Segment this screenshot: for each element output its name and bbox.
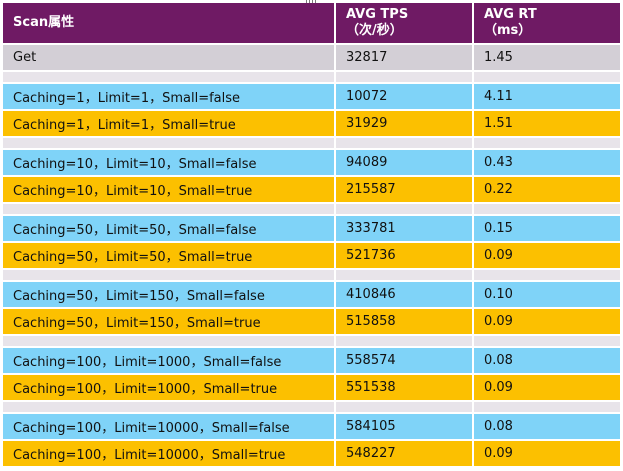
scan-attribute-cell: Caching=100，Limit=1000，Small=false xyxy=(3,348,336,375)
avg-rt-cell: 1.51 xyxy=(474,111,620,138)
avg-tps-cell: 94089 xyxy=(336,150,474,177)
group-separator xyxy=(3,138,620,150)
table-row: Caching=50，Limit=150，Small=true 515858 0.0… xyxy=(3,309,620,336)
separator-cell xyxy=(3,402,336,414)
scan-attribute-cell: Caching=100，Limit=1000，Small=true xyxy=(3,375,336,402)
avg-tps-cell: 584105 xyxy=(336,414,474,441)
avg-rt-cell: 0.43 xyxy=(474,150,620,177)
avg-tps-cell: 31929 xyxy=(336,111,474,138)
header-avg-tps-unit: （次/秒） xyxy=(346,23,403,38)
scan-attribute-cell: Get xyxy=(3,45,336,72)
scan-attribute-cell: Caching=50，Limit=50，Small=true xyxy=(3,243,336,270)
table-header-row: Scan属性 AVG TPS （次/秒） AVG RT （ms） xyxy=(3,3,620,45)
table-row: Caching=1，Limit=1，Small=true 31929 1.51 xyxy=(3,111,620,138)
avg-rt-cell: 0.08 xyxy=(474,348,620,375)
resize-handle[interactable] xyxy=(306,0,318,3)
separator-cell xyxy=(474,138,620,150)
table-row: Caching=50，Limit=50，Small=false 333781 0.1… xyxy=(3,216,620,243)
table-row: Caching=50，Limit=150，Small=false 410846 0.… xyxy=(3,282,620,309)
separator-cell xyxy=(474,402,620,414)
avg-rt-cell: 0.09 xyxy=(474,309,620,336)
header-avg-rt-unit: （ms） xyxy=(484,23,532,38)
separator-cell xyxy=(474,336,620,348)
table-row: Caching=10，Limit=10，Small=false 94089 0.43 xyxy=(3,150,620,177)
separator-cell xyxy=(3,138,336,150)
separator-cell xyxy=(336,402,474,414)
separator-cell xyxy=(3,204,336,216)
scan-attribute-cell: Caching=1，Limit=1，Small=true xyxy=(3,111,336,138)
scan-attribute-cell: Caching=10，Limit=10，Small=true xyxy=(3,177,336,204)
avg-rt-cell: 0.22 xyxy=(474,177,620,204)
avg-rt-cell: 0.09 xyxy=(474,243,620,270)
table-row: Caching=100，Limit=1000，Small=false 558574… xyxy=(3,348,620,375)
avg-tps-cell: 10072 xyxy=(336,84,474,111)
scan-attribute-cell: Caching=1，Limit=1，Small=false xyxy=(3,84,336,111)
table-body: Get 32817 1.45 Caching=1，Limit=1，Small=fals… xyxy=(3,45,620,468)
scan-attribute-cell: Caching=50，Limit=150，Small=true xyxy=(3,309,336,336)
scan-attribute-cell: Caching=100，Limit=10000，Small=true xyxy=(3,441,336,468)
avg-rt-cell: 0.08 xyxy=(474,414,620,441)
separator-cell xyxy=(474,72,620,84)
avg-tps-cell: 32817 xyxy=(336,45,474,72)
table-row: Get 32817 1.45 xyxy=(3,45,620,72)
group-separator xyxy=(3,270,620,282)
group-separator xyxy=(3,72,620,84)
separator-cell xyxy=(336,336,474,348)
avg-rt-cell: 0.10 xyxy=(474,282,620,309)
avg-tps-cell: 551538 xyxy=(336,375,474,402)
table-row: Caching=50，Limit=50，Small=true 521736 0.09 xyxy=(3,243,620,270)
table-row: Caching=100，Limit=10000，Small=false 58410… xyxy=(3,414,620,441)
avg-rt-cell: 0.09 xyxy=(474,441,620,468)
avg-tps-cell: 410846 xyxy=(336,282,474,309)
group-separator xyxy=(3,402,620,414)
scan-attribute-cell: Caching=50，Limit=50，Small=false xyxy=(3,216,336,243)
separator-cell xyxy=(3,336,336,348)
separator-cell xyxy=(336,72,474,84)
avg-tps-cell: 558574 xyxy=(336,348,474,375)
separator-cell xyxy=(336,204,474,216)
table-row: Caching=1，Limit=1，Small=false 10072 4.11 xyxy=(3,84,620,111)
header-avg-tps: AVG TPS （次/秒） xyxy=(336,3,474,45)
avg-tps-cell: 515858 xyxy=(336,309,474,336)
header-avg-rt-label: AVG RT xyxy=(484,7,537,22)
avg-tps-cell: 521736 xyxy=(336,243,474,270)
table-row: Caching=100，Limit=1000，Small=true 551538 0… xyxy=(3,375,620,402)
group-separator xyxy=(3,336,620,348)
separator-cell xyxy=(474,204,620,216)
avg-tps-cell: 333781 xyxy=(336,216,474,243)
avg-tps-cell: 548227 xyxy=(336,441,474,468)
header-avg-tps-label: AVG TPS xyxy=(346,7,409,22)
separator-cell xyxy=(474,270,620,282)
avg-rt-cell: 4.11 xyxy=(474,84,620,111)
avg-rt-cell: 0.15 xyxy=(474,216,620,243)
header-scan-attribute-label: Scan属性 xyxy=(13,15,75,30)
scan-results-table: Scan属性 AVG TPS （次/秒） AVG RT （ms） Get 3281… xyxy=(3,3,620,468)
separator-cell xyxy=(3,72,336,84)
separator-cell xyxy=(336,138,474,150)
header-avg-rt: AVG RT （ms） xyxy=(474,3,620,45)
scan-results-table-frame: Scan属性 AVG TPS （次/秒） AVG RT （ms） Get 3281… xyxy=(3,3,620,468)
avg-tps-cell: 215587 xyxy=(336,177,474,204)
scan-attribute-cell: Caching=50，Limit=150，Small=false xyxy=(3,282,336,309)
separator-cell xyxy=(336,270,474,282)
group-separator xyxy=(3,204,620,216)
table-row: Caching=100，Limit=10000，Small=true 548227… xyxy=(3,441,620,468)
scan-attribute-cell: Caching=10，Limit=10，Small=false xyxy=(3,150,336,177)
header-scan-attribute: Scan属性 xyxy=(3,3,336,45)
separator-cell xyxy=(3,270,336,282)
scan-attribute-cell: Caching=100，Limit=10000，Small=false xyxy=(3,414,336,441)
avg-rt-cell: 0.09 xyxy=(474,375,620,402)
avg-rt-cell: 1.45 xyxy=(474,45,620,72)
table-row: Caching=10，Limit=10，Small=true 215587 0.22 xyxy=(3,177,620,204)
